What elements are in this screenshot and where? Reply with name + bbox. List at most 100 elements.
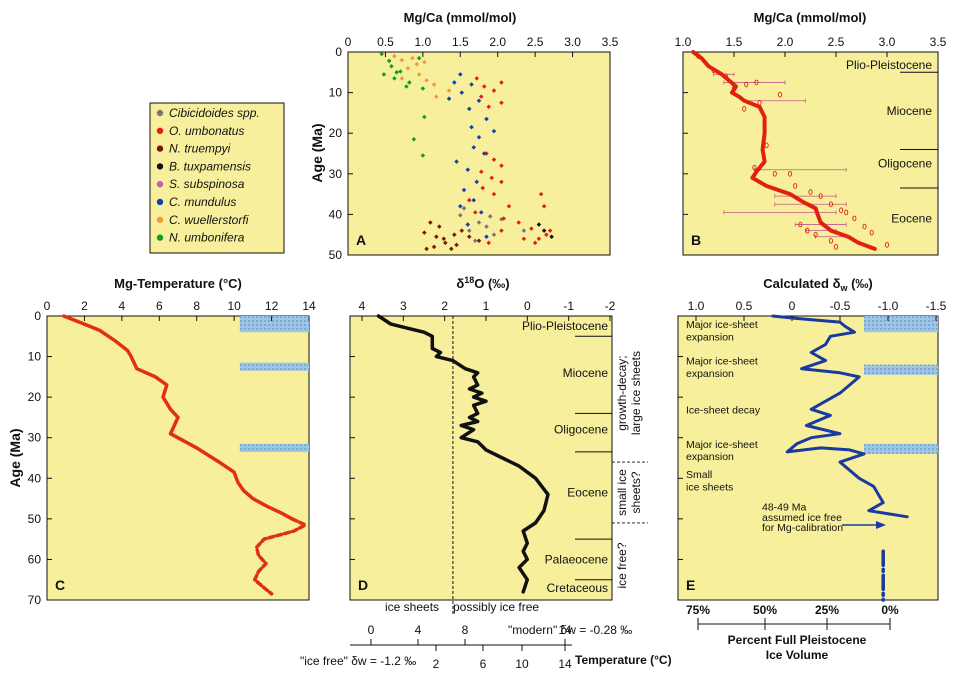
panel-a-ytick-label: 30: [329, 167, 343, 181]
data-point: [474, 76, 480, 81]
panel-a-xtick-label: 0: [345, 35, 352, 49]
data-point: [487, 214, 493, 219]
data-point: [478, 210, 484, 215]
data-point: [818, 193, 823, 199]
data-point: [844, 209, 849, 216]
side-label: ice free?: [615, 542, 629, 588]
data-point: [813, 231, 818, 238]
panel-a-xtick-label: 3.5: [602, 35, 619, 49]
side-label: sheets?: [629, 471, 643, 513]
temperature-line-dashed: [252, 517, 308, 596]
data-point: [441, 236, 447, 242]
annotation: ice sheets: [686, 481, 733, 493]
epoch-label: Miocene: [563, 366, 609, 380]
secondary-tick-label: 0: [368, 623, 375, 637]
panel-c-ytick-label: 70: [28, 593, 42, 607]
panel-c-xtick-label: 2: [81, 299, 88, 313]
side-label: large ice sheets: [629, 351, 643, 435]
data-point: [869, 229, 874, 236]
data-point: [414, 61, 420, 67]
panel-c-ytick-label: 10: [28, 350, 42, 364]
panel-d-label: D: [358, 577, 368, 593]
data-point: [828, 237, 833, 244]
annotation: expansion: [686, 368, 734, 380]
panel-a-ytick-label: 0: [335, 45, 342, 59]
panel-d-xtick-label: 1: [483, 299, 490, 313]
trend-line: [691, 50, 877, 251]
data-point: [386, 58, 392, 64]
panel-e-plot-area: [677, 315, 939, 601]
data-point: [476, 134, 482, 140]
panel-a-xtick-label: 2.5: [527, 35, 544, 49]
data-point: [472, 238, 478, 244]
data-point: [467, 234, 472, 239]
panel-b: Mg/Ca (mmol/mol) 1.0 1.5 2.0 2.5 3.0 3.5 Plio…: [675, 10, 947, 256]
icefree-dw-label: "ice free" δw = -1.2 ‰: [300, 654, 416, 668]
data-point: [476, 238, 482, 244]
data-point: [454, 242, 459, 248]
legend-entry: Cibicidoides spp.: [169, 106, 260, 120]
epoch-label: Plio-Pleistocene: [522, 319, 608, 333]
panel-c-xtick-label: 14: [302, 299, 316, 313]
panel-a-title: Mg/Ca (mmol/mol): [404, 10, 517, 25]
data-point: [411, 137, 417, 142]
annotation: Major ice-sheet: [686, 356, 758, 368]
legend-marker: [156, 198, 164, 206]
legend-entry: C. mundulus: [169, 195, 236, 209]
panel-c-xtick-label: 10: [227, 299, 241, 313]
panel-c-ytick-label: 20: [28, 390, 42, 404]
percent-tick-label: 0%: [881, 603, 899, 617]
panel-e: Calculated δw (‰) 1.0 0.5 0 -0.5 -1.0 -1.5 Ma…: [677, 276, 947, 662]
panel-b-xtick-label: 3.0: [879, 35, 896, 49]
temperature-axis-title: Temperature (°C): [575, 653, 672, 667]
percent-tick-label: 75%: [686, 603, 710, 617]
secondary-tick-label: 14: [558, 623, 572, 637]
data-point: [808, 189, 813, 195]
panel-d-plot-area: [349, 315, 613, 601]
panel-c-label: C: [55, 577, 65, 593]
panel-b-xtick-label: 1.0: [675, 35, 692, 49]
panel-d-xtick-label: 0: [524, 299, 531, 313]
panel-a-xtick-label: 2.0: [489, 35, 506, 49]
data-point: [454, 159, 459, 164]
data-point: [491, 128, 497, 134]
secondary-tick-label: 4: [415, 623, 422, 637]
panel-b-xtick-label: 2.0: [777, 35, 794, 49]
data-point: [461, 206, 467, 211]
ice-band: [239, 362, 309, 371]
panel-d-xtick-label: 3: [400, 299, 407, 313]
panel-a-xtick-label: 3.0: [564, 35, 581, 49]
epoch-label: Palaeocene: [545, 552, 609, 566]
data-point: [486, 104, 491, 110]
panel-d-xtick-label: -2: [605, 299, 616, 313]
epoch-label: Oligocene: [554, 423, 608, 437]
data-point: [754, 79, 759, 86]
data-point: [752, 164, 757, 171]
data-point: [788, 170, 793, 177]
ice-band: [864, 364, 938, 375]
annotation: Ice-sheet decay: [686, 404, 761, 416]
legend-entry: C. wuellerstorfi: [169, 213, 249, 227]
panel-d-xtick-label: -1: [563, 299, 574, 313]
epoch-label: Eocene: [567, 485, 608, 499]
panel-b-xtick-label: 2.5: [828, 35, 845, 49]
legend-marker: [156, 145, 164, 152]
data-point: [434, 234, 439, 239]
panel-d: δ18O (‰) 4 3 2 1 0 -1 -2 Plio-PleistoceneMioce…: [300, 275, 672, 671]
data-point: [742, 105, 747, 112]
panel-a-xtick-label: 1.5: [452, 35, 469, 49]
data-point: [833, 244, 839, 250]
temperature-line: [62, 314, 294, 521]
d18o-line: [376, 314, 550, 594]
panel-c-ytick-label: 30: [28, 431, 42, 445]
ice-band: [239, 316, 309, 333]
data-point: [491, 232, 497, 237]
panel-a: Mg/Ca (mmol/mol) 0 0.5 1.0 1.5 2.0 2.5 3.0 3.5 …: [309, 10, 619, 262]
panel-a-ytick-label: 20: [329, 126, 343, 140]
legend-entry: N. umbonifera: [169, 231, 245, 245]
epoch-label: Eocene: [891, 211, 932, 225]
epoch-label: Miocene: [887, 104, 933, 118]
epoch-label: Oligocene: [878, 157, 932, 171]
secondary-tick-label: 2: [433, 657, 440, 671]
data-point: [793, 183, 798, 189]
